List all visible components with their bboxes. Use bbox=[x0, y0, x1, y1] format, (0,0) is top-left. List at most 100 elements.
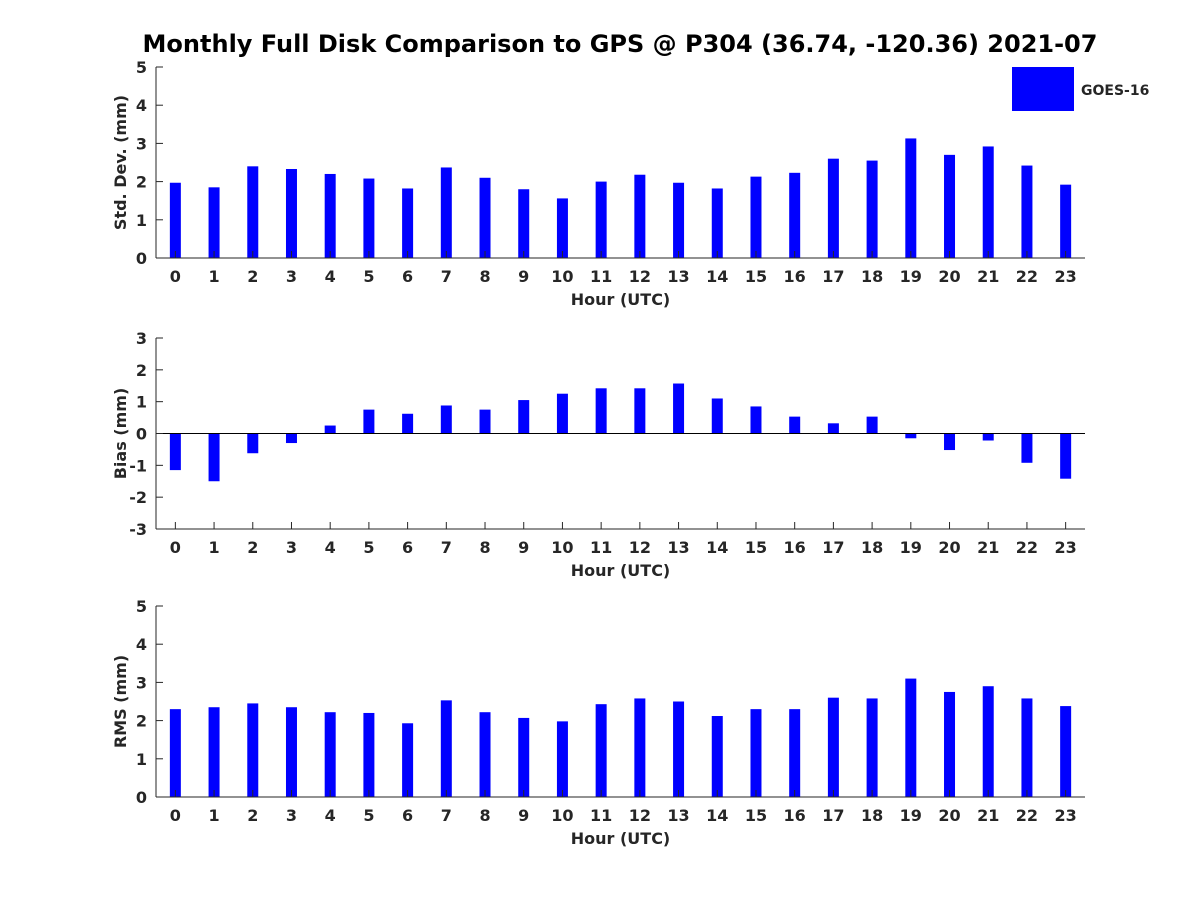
panel-3-bar bbox=[982, 686, 994, 797]
panel-3-x-tick-label: 0 bbox=[170, 806, 181, 825]
panel-3-x-tick-label: 3 bbox=[286, 806, 297, 825]
panel-1-bar bbox=[711, 188, 723, 258]
panel-3-bar bbox=[247, 703, 259, 797]
panel-3-x-tick-label: 1 bbox=[208, 806, 219, 825]
panel-3-x-tick-label: 7 bbox=[441, 806, 452, 825]
panel-1-bar bbox=[247, 166, 259, 258]
panel-2-x-tick-label: 20 bbox=[938, 538, 960, 557]
panel-1-bar bbox=[866, 160, 878, 258]
panel-3-x-tick-label: 23 bbox=[1055, 806, 1077, 825]
panel-3-x-tick-label: 12 bbox=[629, 806, 651, 825]
panel-3-bar bbox=[595, 704, 607, 797]
panel-1-bar bbox=[518, 189, 530, 258]
panel-2-x-tick-label: 21 bbox=[977, 538, 999, 557]
panel-2-bar bbox=[750, 406, 762, 434]
panel-1-x-tick-label: 22 bbox=[1016, 267, 1038, 286]
panel-1-bar bbox=[982, 146, 994, 258]
panel-3-bar bbox=[479, 712, 491, 797]
panel-2-y-tick-label: 2 bbox=[136, 361, 147, 380]
panel-2-x-tick-label: 18 bbox=[861, 538, 883, 557]
panel-3-bar bbox=[1021, 698, 1033, 797]
panel-2-x-tick-label: 9 bbox=[518, 538, 529, 557]
panel-3-x-tick-label: 2 bbox=[247, 806, 258, 825]
panel-3-x-tick-label: 19 bbox=[900, 806, 922, 825]
panel-3-bar bbox=[634, 698, 646, 797]
panel-2-x-tick-label: 10 bbox=[551, 538, 573, 557]
panel-1-bar bbox=[1060, 184, 1072, 258]
panel-1-y-axis-label: Std. Dev. (mm) bbox=[111, 95, 130, 230]
panel-1-bar bbox=[479, 177, 491, 258]
panel-3-bar bbox=[169, 709, 181, 797]
panel-3-x-tick-label: 15 bbox=[745, 806, 767, 825]
panel-2-bar bbox=[556, 393, 568, 434]
panel-3-bar bbox=[944, 691, 956, 797]
panel-1-x-tick-label: 23 bbox=[1055, 267, 1077, 286]
panel-3-x-tick-label: 20 bbox=[938, 806, 960, 825]
panel-3-x-tick-label: 11 bbox=[590, 806, 612, 825]
panel-3-bar bbox=[208, 707, 220, 797]
panel-3-x-tick-label: 22 bbox=[1016, 806, 1038, 825]
panel-2-bar bbox=[866, 416, 878, 434]
panel-2-x-tick-label: 13 bbox=[667, 538, 689, 557]
panel-1-x-tick-label: 6 bbox=[402, 267, 413, 286]
panel-3-x-tick-label: 18 bbox=[861, 806, 883, 825]
panel-1-bar bbox=[1021, 165, 1033, 258]
panel-3-x-tick-label: 6 bbox=[402, 806, 413, 825]
panel-3-y-tick-label: 3 bbox=[136, 673, 147, 692]
panel-3-bar bbox=[673, 701, 685, 797]
panel-2-x-tick-label: 1 bbox=[208, 538, 219, 557]
panel-1-bar bbox=[402, 188, 414, 258]
panel-3-x-axis-label: Hour (UTC) bbox=[571, 829, 671, 848]
panel-2-bar bbox=[402, 413, 414, 434]
panel-1-y-tick-label: 5 bbox=[136, 58, 147, 77]
panel-3-y-tick-label: 4 bbox=[136, 635, 147, 654]
panel-1-bar bbox=[363, 178, 375, 258]
panel-2-y-tick-label: 0 bbox=[136, 425, 147, 444]
panel-3-y-tick-label: 1 bbox=[136, 750, 147, 769]
panel-1-bar bbox=[556, 198, 568, 258]
panel-3-bar bbox=[1060, 706, 1072, 797]
panel-2-bar bbox=[285, 433, 297, 444]
panel-3-bar bbox=[518, 717, 530, 797]
panel-2-x-tick-label: 19 bbox=[900, 538, 922, 557]
panel-1-bar bbox=[750, 176, 762, 258]
panel-2-bar bbox=[944, 433, 956, 451]
panel-1-x-tick-label: 10 bbox=[551, 267, 573, 286]
panel-1-x-tick-label: 20 bbox=[938, 267, 960, 286]
panel-2-x-tick-label: 12 bbox=[629, 538, 651, 557]
panel-1-bar bbox=[169, 182, 181, 258]
panel-3-bar bbox=[827, 697, 839, 797]
panel-1-bar bbox=[673, 182, 685, 258]
panel-2-x-tick-label: 11 bbox=[590, 538, 612, 557]
panel-3-x-tick-label: 8 bbox=[479, 806, 490, 825]
panel-3-y-tick-label: 0 bbox=[136, 788, 147, 807]
panel-2-x-tick-label: 22 bbox=[1016, 538, 1038, 557]
panel-1-x-tick-label: 16 bbox=[784, 267, 806, 286]
panel-1-x-tick-label: 15 bbox=[745, 267, 767, 286]
panel-1-x-tick-label: 18 bbox=[861, 267, 883, 286]
panel-2-x-tick-label: 6 bbox=[402, 538, 413, 557]
panel-3-x-tick-label: 10 bbox=[551, 806, 573, 825]
panel-1-x-tick-label: 3 bbox=[286, 267, 297, 286]
panel-1-x-tick-label: 11 bbox=[590, 267, 612, 286]
panel-2-bar bbox=[982, 433, 994, 441]
panel-2-x-tick-label: 8 bbox=[479, 538, 490, 557]
chart-title: Monthly Full Disk Comparison to GPS @ P3… bbox=[142, 30, 1098, 58]
panel-1-x-tick-label: 2 bbox=[247, 267, 258, 286]
panel-2-x-axis-label: Hour (UTC) bbox=[571, 561, 671, 580]
panel-3-x-tick-label: 5 bbox=[363, 806, 374, 825]
panel-2-x-tick-label: 7 bbox=[441, 538, 452, 557]
panel-1-x-tick-label: 12 bbox=[629, 267, 651, 286]
panel-3-bar bbox=[556, 721, 568, 797]
panel-1-x-tick-label: 14 bbox=[706, 267, 728, 286]
panel-2-bar bbox=[827, 423, 839, 434]
panel-2-bar bbox=[208, 433, 220, 482]
panel-1-x-tick-label: 9 bbox=[518, 267, 529, 286]
panel-3-x-tick-label: 13 bbox=[667, 806, 689, 825]
legend-swatch bbox=[1012, 67, 1074, 111]
panel-2-bar bbox=[711, 398, 723, 434]
panel-1-bar bbox=[595, 181, 607, 258]
panel-3-bar bbox=[285, 707, 297, 797]
panel-1-x-tick-label: 17 bbox=[822, 267, 844, 286]
